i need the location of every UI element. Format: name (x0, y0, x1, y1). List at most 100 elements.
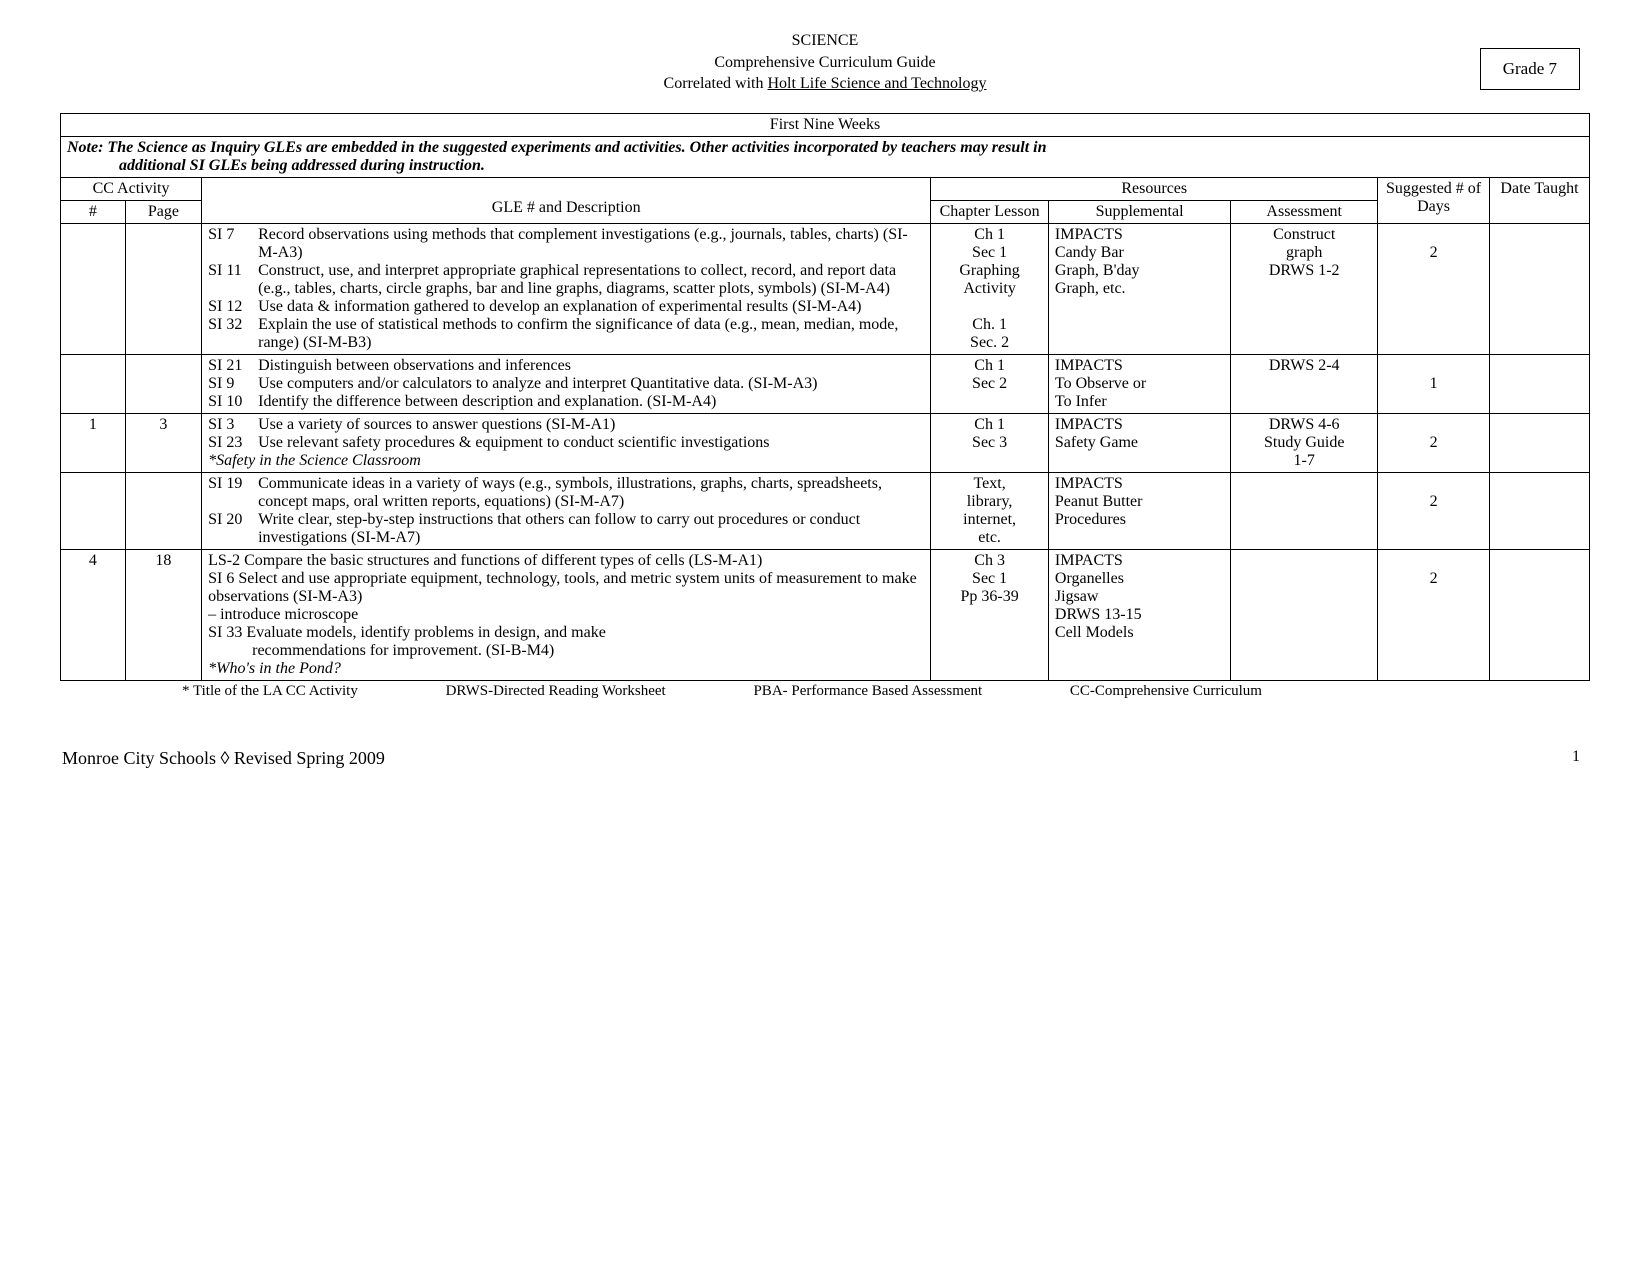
hdr-gle: GLE # and Description (202, 177, 931, 223)
header-line-2: Comprehensive Curriculum Guide (664, 52, 987, 74)
gle-code: SI 19 (208, 475, 258, 511)
header-line-3: Correlated with Holt Life Science and Te… (664, 73, 987, 95)
gle-tail: *Who's in the Pond? (208, 660, 924, 678)
gle-item: SI 32Explain the use of statistical meth… (208, 316, 924, 352)
gle-line: recommendations for improvement. (SI-B-M… (208, 642, 924, 660)
hdr-assessment: Assessment (1231, 200, 1378, 223)
cell-gle: SI 21Distinguish between observations an… (202, 354, 931, 413)
curriculum-table: First Nine Weeks Note: The Science as In… (60, 113, 1590, 681)
gle-text: Use data & information gathered to devel… (258, 298, 924, 316)
cell-days: 2 (1378, 472, 1490, 549)
cell-supplemental: IMPACTSPeanut ButterProcedures (1048, 472, 1230, 549)
hdr-page: Page (125, 200, 201, 223)
gle-item: SI 11Construct, use, and interpret appro… (208, 262, 924, 298)
cell-date (1489, 549, 1589, 680)
cell-chapter: Ch 1Sec 2 (931, 354, 1049, 413)
footer: Monroe City Schools ◊ Revised Spring 200… (60, 748, 1590, 769)
legend-d: CC-Comprehensive Curriculum (1070, 683, 1262, 700)
gle-text: Use a variety of sources to answer quest… (258, 416, 924, 434)
gle-text: Identify the difference between descript… (258, 393, 924, 411)
cell-gle: SI 19Communicate ideas in a variety of w… (202, 472, 931, 549)
footer-left: Monroe City Schools ◊ Revised Spring 200… (62, 748, 385, 769)
cell-days: 2 (1378, 549, 1490, 680)
gle-item: SI 7Record observations using methods th… (208, 226, 924, 262)
legend-b: DRWS-Directed Reading Worksheet (446, 683, 666, 700)
header-line-1: SCIENCE (664, 30, 987, 52)
table-row: SI 19Communicate ideas in a variety of w… (61, 472, 1590, 549)
gle-text: Communicate ideas in a variety of ways (… (258, 475, 924, 511)
gle-code: SI 20 (208, 511, 258, 547)
cell-assessment (1231, 549, 1378, 680)
note-cont: additional SI GLEs being addressed durin… (67, 157, 1583, 175)
gle-text: Write clear, step-by-step instructions t… (258, 511, 924, 547)
table-row: 13 SI 3Use a variety of sources to answer… (61, 413, 1590, 472)
table-row: SI 7Record observations using methods th… (61, 223, 1590, 354)
table-row: SI 21Distinguish between observations an… (61, 354, 1590, 413)
legend-a: * Title of the LA CC Activity (182, 683, 358, 700)
cell-days: 2 (1378, 223, 1490, 354)
cell-chapter: Ch 1Sec 3 (931, 413, 1049, 472)
hdr-date: Date Taught (1489, 177, 1589, 223)
note-lead: Note: The Science as Inquiry GLEs are em… (67, 139, 1046, 156)
gle-text: Record observations using methods that c… (258, 226, 924, 262)
legend-c: PBA- Performance Based Assessment (753, 683, 982, 700)
table-title-row: First Nine Weeks (61, 113, 1590, 136)
header-row-1: CC Activity GLE # and Description Resour… (61, 177, 1590, 200)
gle-code: SI 21 (208, 357, 258, 375)
gle-item: SI 12Use data & information gathered to … (208, 298, 924, 316)
table-note: Note: The Science as Inquiry GLEs are em… (61, 136, 1590, 177)
cell-date (1489, 354, 1589, 413)
cell-date (1489, 472, 1589, 549)
grade-box: Grade 7 (1480, 48, 1580, 90)
cell-num (61, 223, 126, 354)
gle-code: SI 12 (208, 298, 258, 316)
gle-item: SI 20Write clear, step-by-step instructi… (208, 511, 924, 547)
table-row: 418 LS-2 Compare the basic structures and… (61, 549, 1590, 680)
hdr-suggested: Suggested # of Days (1378, 177, 1490, 223)
gle-item: SI 9Use computers and/or calculators to … (208, 375, 924, 393)
header-line-3-prefix: Correlated with (664, 75, 768, 92)
cell-num: 1 (61, 413, 126, 472)
cell-page: 18 (125, 549, 201, 680)
gle-line: SI 6 Select and use appropriate equipmen… (208, 570, 924, 606)
gle-item: SI 21Distinguish between observations an… (208, 357, 924, 375)
gle-line: LS-2 Compare the basic structures and fu… (208, 552, 924, 570)
cell-supplemental: IMPACTSCandy BarGraph, B'dayGraph, etc. (1048, 223, 1230, 354)
gle-item: SI 19Communicate ideas in a variety of w… (208, 475, 924, 511)
cell-assessment (1231, 472, 1378, 549)
hdr-supplemental: Supplemental (1048, 200, 1230, 223)
cell-chapter: Text,library,internet,etc. (931, 472, 1049, 549)
gle-text: Use relevant safety procedures & equipme… (258, 434, 924, 452)
gle-code: SI 10 (208, 393, 258, 411)
gle-item: SI 23Use relevant safety procedures & eq… (208, 434, 924, 452)
cell-num (61, 354, 126, 413)
cell-num (61, 472, 126, 549)
cell-gle: SI 7Record observations using methods th… (202, 223, 931, 354)
gle-text: Distinguish between observations and inf… (258, 357, 924, 375)
gle-tail: *Safety in the Science Classroom (208, 452, 924, 470)
gle-code: SI 23 (208, 434, 258, 452)
hdr-cc-activity: CC Activity (61, 177, 202, 200)
gle-code: SI 32 (208, 316, 258, 352)
header-line-3-underline: Holt Life Science and Technology (768, 75, 987, 92)
cell-page: 3 (125, 413, 201, 472)
gle-item: SI 3Use a variety of sources to answer q… (208, 416, 924, 434)
gle-code: SI 3 (208, 416, 258, 434)
cell-date (1489, 223, 1589, 354)
cell-num: 4 (61, 549, 126, 680)
cell-date (1489, 413, 1589, 472)
cell-days: 2 (1378, 413, 1490, 472)
cell-supplemental: IMPACTSSafety Game (1048, 413, 1230, 472)
cell-gle: SI 3Use a variety of sources to answer q… (202, 413, 931, 472)
cell-page (125, 223, 201, 354)
header-center: SCIENCE Comprehensive Curriculum Guide C… (664, 30, 987, 95)
table-note-row: Note: The Science as Inquiry GLEs are em… (61, 136, 1590, 177)
gle-line: – introduce microscope (208, 606, 924, 624)
gle-code: SI 11 (208, 262, 258, 298)
gle-code: SI 9 (208, 375, 258, 393)
cell-gle: LS-2 Compare the basic structures and fu… (202, 549, 931, 680)
gle-code: SI 7 (208, 226, 258, 262)
hdr-chapter: Chapter Lesson (931, 200, 1049, 223)
hdr-num: # (61, 200, 126, 223)
cell-assessment: DRWS 4-6Study Guide1-7 (1231, 413, 1378, 472)
